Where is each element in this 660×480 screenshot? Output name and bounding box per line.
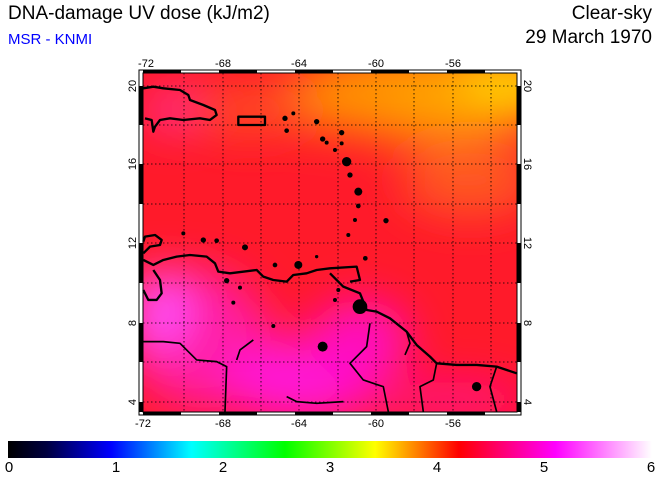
- colorbar-label: 4: [432, 459, 442, 476]
- map-frame: [138, 69, 522, 416]
- lat-tick: 8: [521, 320, 533, 326]
- coastlines: [142, 85, 517, 412]
- guajira: [142, 233, 163, 255]
- date-label: 29 March 1970: [525, 27, 652, 48]
- lat-ticks-left: 20 16 12 8 4: [127, 80, 139, 405]
- lon-tick: -60: [368, 418, 384, 430]
- lon-ticks-bottom: -72 -68 -64 -60 -56: [135, 418, 461, 430]
- source-label: MSR - KNMI: [8, 31, 93, 48]
- colorbar-label: 1: [111, 459, 121, 476]
- map-title: DNA-damage UV dose (kJ/m2): [8, 3, 270, 24]
- sky-mode-label: Clear-sky: [571, 3, 652, 24]
- colorbar-label: 6: [646, 459, 656, 476]
- lat-tick: 20: [521, 80, 533, 92]
- lon-tick: -64: [291, 58, 307, 70]
- island-dots: [181, 111, 482, 392]
- lat-tick: 4: [127, 399, 139, 405]
- puerto-rico: [237, 115, 267, 127]
- lat-tick: 20: [127, 80, 139, 92]
- lat-tick: 8: [127, 320, 139, 326]
- lon-tick: -72: [135, 418, 151, 430]
- graticule: [143, 73, 517, 412]
- lon-ticks-top: -72 -68 -64 -60 -56: [138, 58, 461, 70]
- lat-tick: 16: [521, 158, 533, 170]
- lon-tick: -64: [291, 418, 307, 430]
- lon-tick: -56: [445, 418, 461, 430]
- colorbar-label: 5: [539, 459, 549, 476]
- lat-tick: 4: [521, 399, 533, 405]
- lat-tick: 12: [127, 237, 139, 249]
- colorbar: [8, 441, 652, 458]
- colorbar-label: 2: [218, 459, 228, 476]
- lat-tick: 12: [521, 237, 533, 249]
- lat-tick: 16: [127, 158, 139, 170]
- lon-tick: -68: [215, 418, 231, 430]
- uv-field: [143, 73, 517, 412]
- colorbar-label: 0: [4, 459, 14, 476]
- south-america-coast: [142, 253, 517, 375]
- borders: [143, 323, 498, 412]
- lon-tick: -72: [138, 58, 154, 70]
- hispaniola: [143, 85, 218, 133]
- colorbar-label: 3: [325, 459, 335, 476]
- lon-tick: -68: [215, 58, 231, 70]
- lon-tick: -56: [445, 58, 461, 70]
- lake-maracaibo: [142, 269, 163, 302]
- lat-ticks-right: 20 16 12 8 4: [521, 80, 533, 405]
- lon-tick: -60: [368, 58, 384, 70]
